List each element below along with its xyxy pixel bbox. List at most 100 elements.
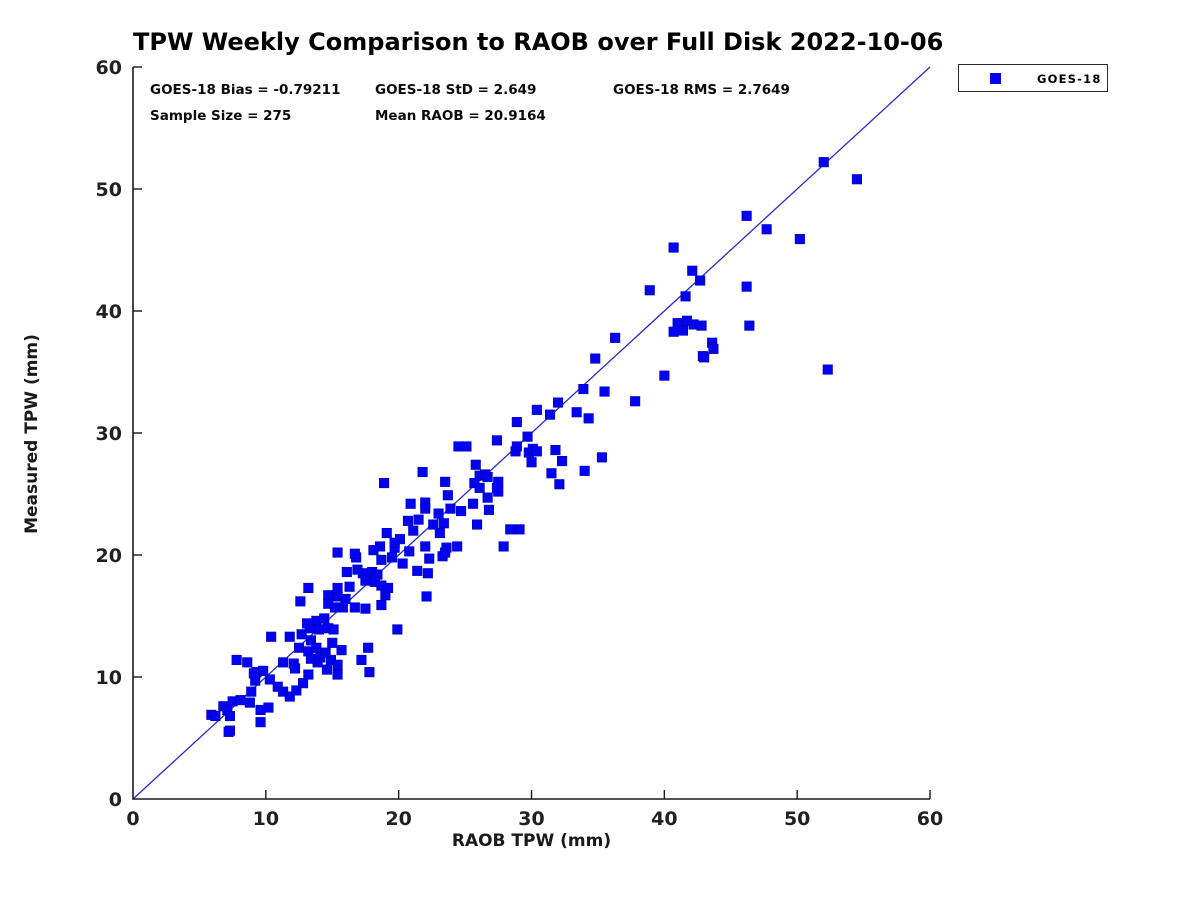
y-tick-label: 10 (96, 667, 122, 689)
data-point (744, 320, 755, 331)
data-point (374, 541, 386, 552)
data-point (235, 695, 246, 706)
data-point (364, 667, 375, 678)
data-point (255, 717, 266, 728)
data-point (332, 659, 343, 670)
data-point (498, 541, 509, 552)
data-point (376, 554, 387, 565)
x-ticks: 0 10 20 30 40 50 60 (126, 790, 943, 830)
data-point (408, 525, 419, 536)
data-point (311, 642, 322, 653)
data-point (341, 566, 352, 578)
data-point (328, 624, 339, 635)
legend: GOES-18 (958, 64, 1108, 92)
data-point (378, 477, 390, 489)
data-point (264, 674, 275, 685)
legend-marker-square (990, 73, 1001, 84)
data-point (668, 242, 679, 253)
legend-label: GOES-18 (1037, 72, 1102, 86)
stat-std: GOES-18 StD = 2.649 (375, 82, 537, 98)
data-point (680, 291, 691, 302)
data-point (441, 542, 452, 553)
data-point (319, 613, 330, 624)
data-point (741, 210, 752, 221)
data-point (630, 396, 641, 407)
data-point (289, 663, 301, 674)
data-point (223, 726, 234, 737)
data-point (305, 635, 317, 646)
data-point (363, 642, 374, 653)
stat-mean-raob: Mean RAOB = 20.9164 (375, 108, 546, 124)
data-point (695, 275, 706, 286)
data-point (554, 479, 565, 490)
data-point (420, 503, 431, 514)
data-point (248, 668, 259, 679)
x-tick-label: 0 (126, 808, 139, 830)
data-point (644, 285, 655, 296)
data-point (263, 702, 274, 713)
data-point (422, 568, 433, 579)
data-point (687, 265, 698, 276)
data-point (382, 582, 394, 594)
data-point (244, 697, 255, 708)
data-point (452, 541, 463, 552)
data-point (381, 527, 392, 539)
data-point (428, 519, 439, 530)
data-point (822, 364, 833, 375)
data-points (206, 157, 863, 737)
x-axis-label: RAOB TPW (mm) (451, 831, 612, 851)
data-point (293, 642, 305, 653)
data-point (413, 514, 424, 525)
data-point (349, 602, 360, 613)
data-point (511, 416, 522, 428)
data-point (579, 465, 590, 476)
data-point (552, 397, 564, 408)
data-point (511, 441, 522, 452)
data-point (356, 654, 367, 666)
data-point (531, 404, 542, 415)
data-point (360, 575, 371, 586)
data-point (434, 527, 445, 539)
data-point (442, 490, 453, 501)
data-point (668, 326, 679, 337)
data-point (761, 224, 772, 235)
data-point (386, 552, 398, 563)
data-point (295, 596, 306, 607)
data-point (349, 548, 360, 559)
data-point (531, 446, 542, 457)
data-point (340, 593, 351, 605)
data-point (376, 599, 387, 611)
data-point (445, 503, 456, 514)
data-point (231, 654, 242, 666)
data-point (424, 553, 435, 564)
data-point (438, 518, 449, 529)
data-point (505, 524, 516, 535)
data-point (571, 407, 582, 418)
data-point (596, 452, 608, 463)
data-point (467, 498, 479, 509)
data-point (344, 581, 355, 592)
data-point (420, 541, 431, 552)
data-point (708, 343, 719, 354)
data-point (421, 591, 432, 602)
data-point (313, 624, 325, 635)
data-point (301, 618, 313, 629)
data-point (491, 482, 503, 493)
data-point (546, 468, 557, 479)
data-point (794, 234, 805, 245)
y-tick-label: 50 (96, 179, 122, 201)
data-point (461, 441, 472, 452)
data-point (440, 476, 451, 487)
data-point (402, 515, 414, 526)
data-point (296, 629, 307, 640)
data-point (470, 459, 481, 470)
data-point (590, 353, 601, 364)
data-point (258, 665, 269, 676)
x-tick-label: 20 (385, 808, 411, 830)
data-point (397, 558, 408, 569)
data-point (360, 603, 371, 614)
data-point (392, 624, 403, 635)
data-point (544, 409, 556, 420)
data-point (332, 547, 343, 558)
